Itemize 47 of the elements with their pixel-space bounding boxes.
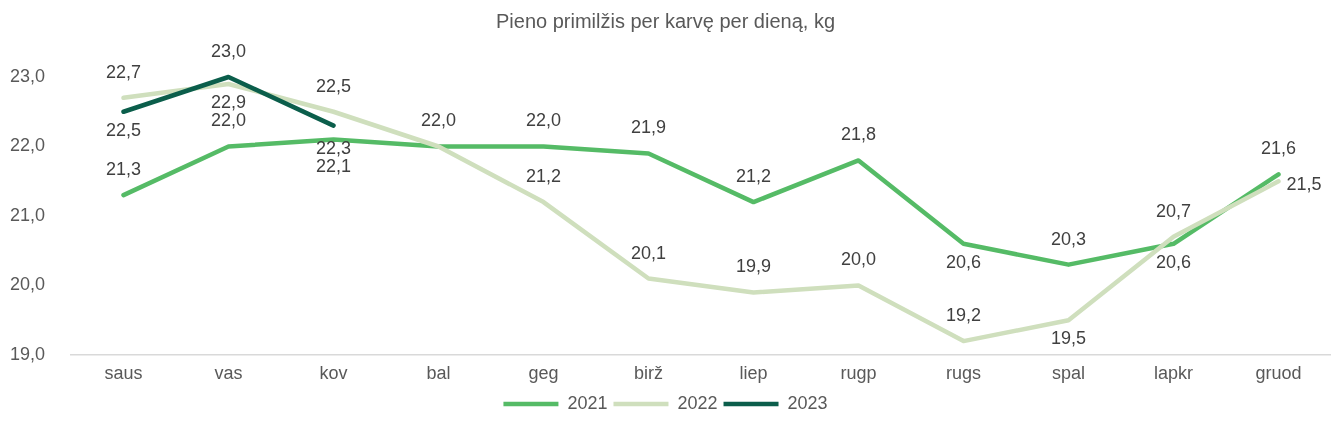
- x-tick-label: birž: [633, 362, 664, 383]
- x-tick-label: saus: [104, 362, 143, 383]
- data-label: 22,9: [210, 91, 247, 112]
- data-label: 20,7: [1155, 200, 1192, 221]
- x-tick-label: kov: [319, 362, 348, 383]
- x-tick-label: spal: [1051, 362, 1086, 383]
- data-label: 19,2: [945, 305, 982, 326]
- data-label: 21,5: [1286, 174, 1322, 195]
- y-tick-label: 21,0: [9, 204, 45, 225]
- data-label: 19,5: [1050, 328, 1087, 349]
- data-label: 21,3: [105, 159, 142, 180]
- x-tick-label: lapkr: [1153, 362, 1194, 383]
- data-label: 23,0: [210, 40, 247, 61]
- data-label: 21,6: [1260, 138, 1297, 159]
- data-label: 20,0: [840, 249, 877, 270]
- data-label: 20,1: [630, 242, 667, 263]
- y-tick-label: 22,0: [9, 135, 45, 156]
- data-label: 20,3: [1050, 228, 1087, 249]
- x-tick-label: gruod: [1255, 362, 1302, 383]
- x-tick-label: geg: [528, 362, 559, 383]
- x-tick-label: liep: [739, 362, 768, 383]
- data-label: 22,5: [315, 75, 352, 96]
- y-tick-label: 19,0: [9, 343, 45, 364]
- x-tick-label: rugs: [945, 362, 982, 383]
- x-tick-label: rugp: [840, 362, 877, 383]
- legend-label: 2023: [787, 392, 828, 413]
- data-label: 21,2: [525, 166, 562, 187]
- data-label: 22,1: [315, 155, 352, 176]
- y-tick-label: 23,0: [9, 65, 45, 86]
- legend-label: 2022: [677, 392, 718, 413]
- data-label: 21,2: [735, 166, 772, 187]
- data-label: 22,0: [525, 110, 562, 131]
- y-tick-label: 20,0: [9, 274, 45, 295]
- data-label: 20,6: [1155, 251, 1192, 272]
- data-label: 19,9: [735, 256, 772, 277]
- legend-label: 2021: [567, 392, 608, 413]
- data-label: 21,9: [630, 117, 667, 138]
- data-label: 22,7: [105, 61, 142, 82]
- chart-title: Pieno primilžis per karvę per dieną, kg: [495, 9, 836, 32]
- data-label: 22,0: [210, 110, 247, 131]
- data-label: 21,8: [840, 124, 877, 145]
- data-label: 20,6: [945, 251, 982, 272]
- data-label: 22,3: [315, 137, 352, 158]
- data-label: 22,0: [420, 110, 457, 131]
- x-tick-label: bal: [426, 362, 451, 383]
- x-tick-label: vas: [214, 362, 243, 383]
- data-label: 22,5: [105, 119, 142, 140]
